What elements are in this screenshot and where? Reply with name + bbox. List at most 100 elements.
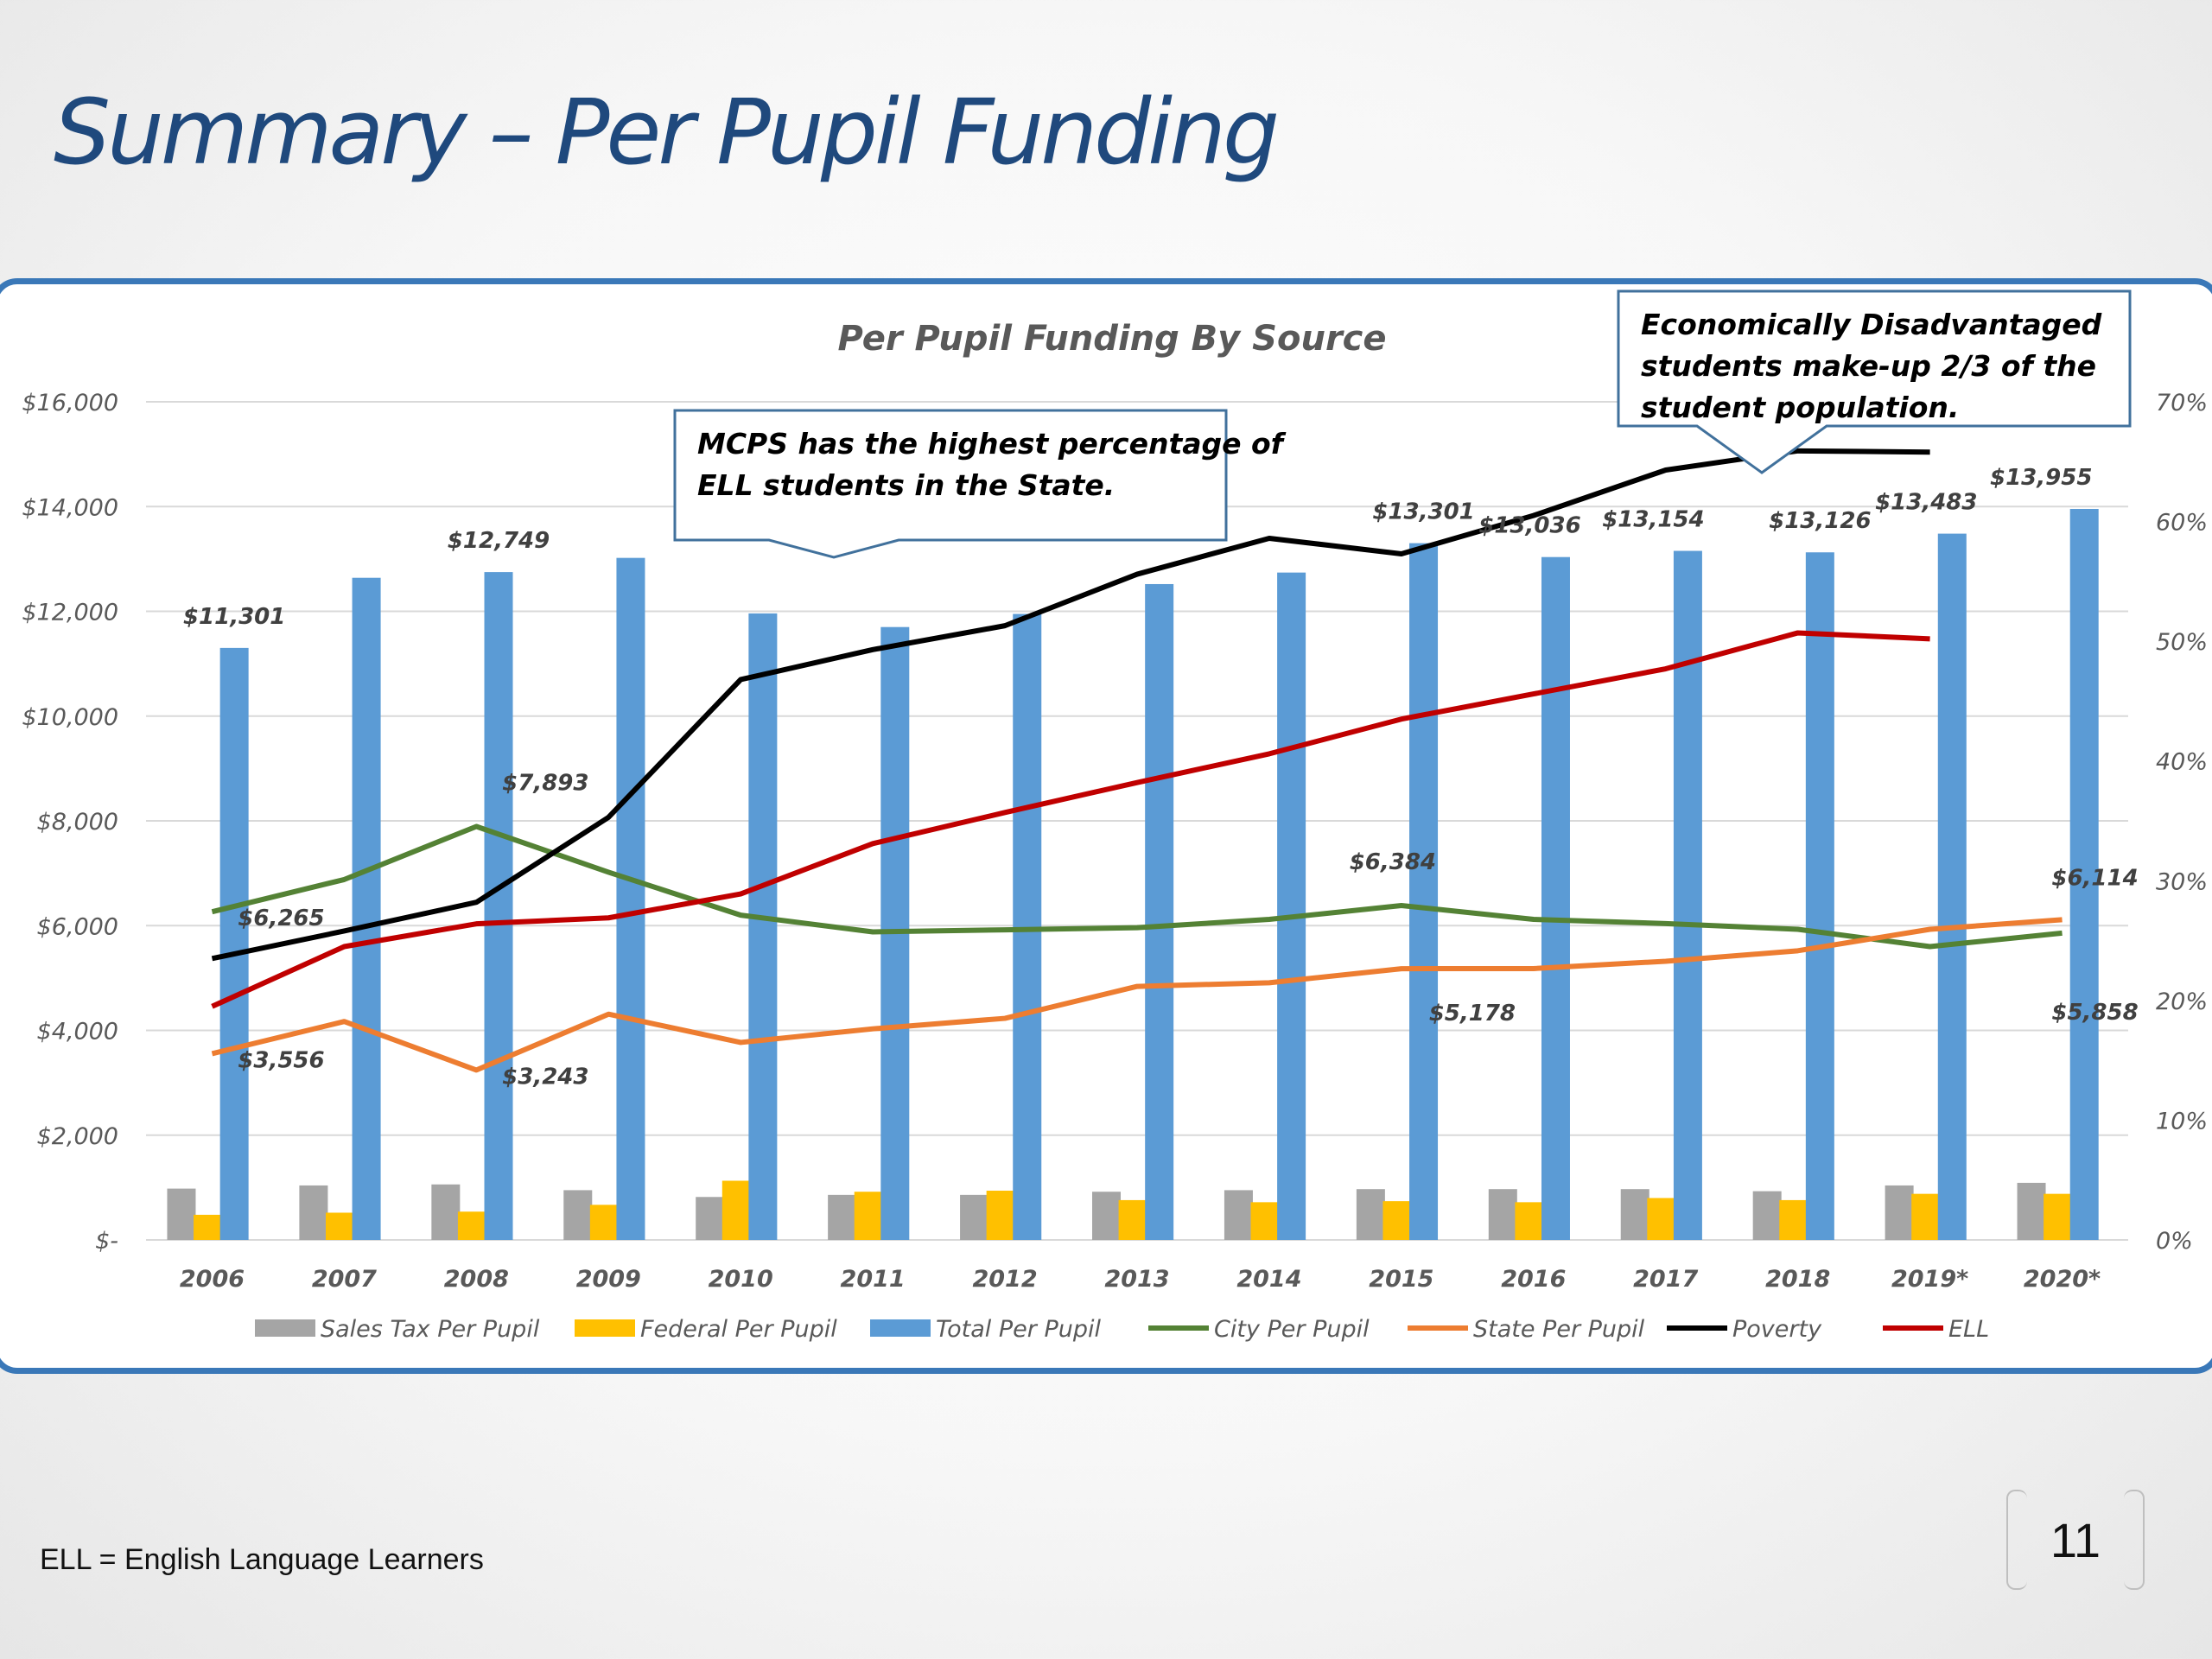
line-ell [211,630,1930,1009]
slide-title: Summary – Per Pupil Funding [54,79,1280,185]
legend-label: Federal Per Pupil [640,1316,837,1343]
line-poverty [211,448,1930,962]
poverty-callout-box [1617,289,2132,474]
footnote: ELL = English Language Learners [40,1543,484,1576]
x-tick-label: 2009 [576,1266,641,1293]
bar-federal-per-pupil [325,1212,354,1240]
bar-total-per-pupil [1937,533,1967,1240]
bar-total-per-pupil [2069,508,2099,1240]
bar-federal-per-pupil [1779,1199,1808,1240]
bar-total-per-pupil [484,572,513,1240]
data-label: $6,114 [2051,865,2138,891]
per-pupil-funding-chart: Per Pupil Funding By Source $- $2,000 $4,00… [22,289,2208,1343]
bar-total-per-pupil [748,613,778,1240]
chart-panel: Per Pupil Funding By Source $- $2,000 $4,00… [0,278,2212,1374]
y-right-tick-label: 10% [2156,1108,2208,1135]
bar-sales-tax-per-pupil [1752,1191,1782,1240]
bar-total-per-pupil [1673,550,1702,1240]
x-tick-label: 2019* [1891,1266,1968,1293]
x-tick-label: 2017 [1633,1266,1698,1293]
chart-title: Per Pupil Funding By Source [837,319,1386,359]
bar-federal-per-pupil [1250,1202,1280,1240]
data-label: $12,749 [448,528,550,554]
bar-sales-tax-per-pupil [431,1184,461,1240]
y-left-tick-label: $14,000 [22,494,118,521]
y-right-tick-label: 50% [2156,629,2208,656]
y-left-tick-label: $10,000 [22,704,118,731]
y-right-tick-label: 30% [2156,868,2208,895]
bar-federal-per-pupil [2044,1193,2073,1240]
ell-callout-text: MCPS has the highest percentage of [697,427,1287,461]
data-label: $3,556 [238,1047,324,1073]
legend-label: Sales Tax Per Pupil [321,1316,540,1343]
bar-federal-per-pupil [457,1211,486,1240]
y-left-tick-label: $12,000 [22,600,118,626]
legend-swatch [575,1319,635,1337]
y-right-tick-label: 40% [2156,749,2208,776]
bar-total-per-pupil [352,577,381,1240]
bar-sales-tax-per-pupil [828,1194,857,1240]
line-city-per-pupil [211,823,2063,950]
bar-federal-per-pupil [1911,1193,1941,1240]
bar-sales-tax-per-pupil [960,1194,989,1240]
x-tick-label: 2006 [180,1266,245,1293]
y-left-tick-label: $6,000 [37,913,118,940]
y-left-tick-label: $8,000 [37,809,118,836]
data-label: $13,483 [1875,490,1977,516]
bar-sales-tax-per-pupil [1224,1190,1253,1240]
bar-total-per-pupil [219,647,249,1240]
poverty-callout-text: Economically Disadvantaged [1641,308,2102,341]
bar-federal-per-pupil [854,1192,883,1240]
bar-federal-per-pupil [721,1180,751,1240]
bar-federal-per-pupil [589,1205,619,1240]
x-tick-label: 2012 [972,1266,1037,1293]
line-state-per-pupil [211,917,2063,1073]
x-tick-label: 2010 [709,1266,773,1293]
bar-federal-per-pupil [1515,1202,1544,1240]
poverty-callout-text: students make-up 2/3 of the [1641,349,2096,383]
y-right-tick-label: 0% [2156,1228,2193,1255]
y-right-tick-label: 70% [2156,390,2208,416]
data-label: $6,265 [238,906,324,931]
legend-swatch [255,1319,315,1337]
legend-label: ELL [1948,1316,1989,1343]
y-left-tick-label: $16,000 [22,390,118,416]
data-label: $13,955 [1990,465,2092,491]
data-label: $13,301 [1372,499,1474,525]
bar-federal-per-pupil [194,1214,223,1240]
x-tick-label: 2014 [1236,1266,1301,1293]
y-left-tick-label: $- [95,1228,118,1255]
bar-sales-tax-per-pupil [1885,1185,1914,1240]
y-right-tick-label: 60% [2156,510,2208,537]
bar-sales-tax-per-pupil [1620,1189,1649,1240]
data-label: $5,178 [1429,1001,1516,1027]
data-label: $6,384 [1350,849,1436,875]
data-label: $13,154 [1602,507,1704,533]
bar-sales-tax-per-pupil [1356,1189,1385,1240]
bar-federal-per-pupil [1647,1198,1676,1240]
y-right-tick-label: 20% [2156,988,2208,1015]
data-label: $13,126 [1769,508,1871,534]
x-tick-label: 2015 [1369,1266,1433,1293]
bar-total-per-pupil [616,557,645,1240]
data-label: $3,243 [502,1064,588,1090]
x-tick-label: 2007 [312,1266,377,1293]
data-label: $13,036 [1478,513,1580,539]
bar-sales-tax-per-pupil [1092,1192,1122,1240]
x-tick-label: 2018 [1765,1266,1830,1293]
page-number: 11 [2006,1490,2145,1590]
x-tick-label: 2013 [1104,1266,1169,1293]
bar-sales-tax-per-pupil [1488,1189,1517,1240]
bar-sales-tax-per-pupil [167,1188,196,1240]
legend-label: Poverty [1732,1316,1822,1343]
legend-label: State Per Pupil [1473,1316,1645,1343]
bar-federal-per-pupil [1118,1199,1147,1240]
data-label: $11,301 [183,604,285,630]
ell-callout-text: ELL students in the State. [697,468,1115,502]
x-tick-label: 2016 [1501,1266,1566,1293]
x-tick-label: 2008 [444,1266,509,1293]
poverty-callout-text: student population. [1641,391,1959,424]
bar-sales-tax-per-pupil [2017,1182,2046,1240]
bar-total-per-pupil [1145,583,1174,1240]
legend-swatch [870,1319,931,1337]
